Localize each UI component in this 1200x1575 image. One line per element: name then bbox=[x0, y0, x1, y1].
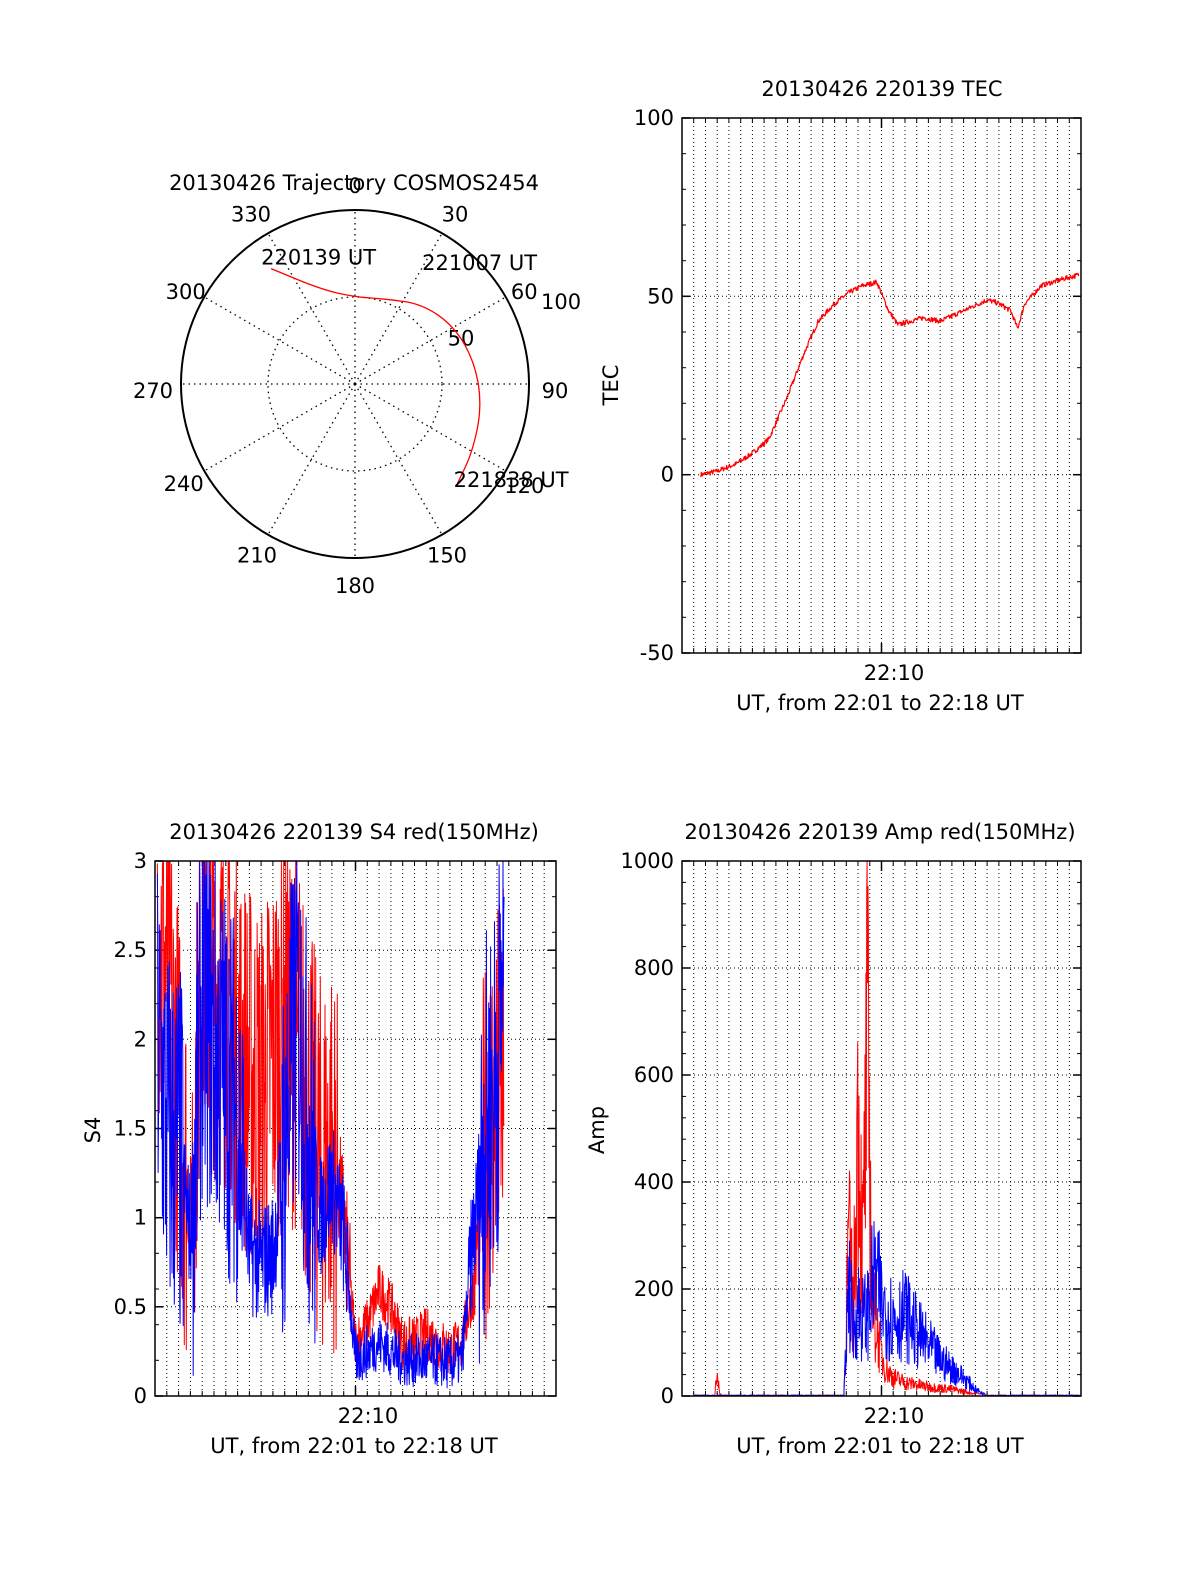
y-tick-label: 800 bbox=[634, 956, 674, 980]
polar-angle-label: 330 bbox=[231, 203, 271, 227]
y-tick-label: 200 bbox=[634, 1277, 674, 1301]
trajectory-time-label: 221838 UT bbox=[454, 468, 569, 492]
tec-xtick-label: 22:10 bbox=[864, 661, 925, 685]
y-tick-label: 50 bbox=[647, 284, 674, 308]
plot-frame bbox=[154, 860, 557, 1397]
plot-frame bbox=[681, 860, 1082, 1397]
trajectory-track bbox=[270, 268, 481, 484]
polar-outer-circle bbox=[180, 209, 530, 559]
amp-xtick-label: 22:10 bbox=[864, 1404, 925, 1428]
y-tick-label: -50 bbox=[640, 641, 674, 665]
tec-panel: 20130426 220139 TEC TEC 22:10 UT, from 2… bbox=[599, 77, 1082, 715]
polar-angle-label: 150 bbox=[427, 543, 467, 567]
s4-ylabel: S4 bbox=[81, 1117, 105, 1144]
y-tick-label: 2.5 bbox=[114, 938, 147, 962]
polar-spoke bbox=[354, 383, 507, 472]
polar-spoke bbox=[203, 296, 356, 385]
polar-spoke bbox=[354, 383, 443, 536]
y-tick-label: 1000 bbox=[621, 849, 674, 873]
tec-ylabel: TEC bbox=[599, 365, 623, 407]
polar-angle-label: 60 bbox=[511, 280, 538, 304]
amp-xlabel: UT, from 22:01 to 22:18 UT bbox=[736, 1434, 1024, 1458]
y-tick-label: 1 bbox=[134, 1206, 147, 1230]
polar-angle-label: 270 bbox=[133, 379, 173, 403]
s4-xlabel: UT, from 22:01 to 22:18 UT bbox=[210, 1434, 498, 1458]
tec-xlabel: UT, from 22:01 to 22:18 UT bbox=[736, 691, 1024, 715]
polar-inner-circle bbox=[267, 296, 443, 472]
polar-angle-label: 0 bbox=[348, 174, 361, 198]
polar-radius-label: 100 bbox=[541, 290, 581, 314]
polar-angle-label: 180 bbox=[335, 574, 375, 598]
polar-angle-label: 300 bbox=[166, 280, 206, 304]
y-tick-label: 0 bbox=[661, 463, 674, 487]
y-tick-label: 600 bbox=[634, 1063, 674, 1087]
y-tick-label: 0 bbox=[134, 1384, 147, 1408]
series-line-red bbox=[693, 860, 1082, 1397]
y-tick-label: 0 bbox=[661, 1384, 674, 1408]
amp-title: 20130426 220139 Amp red(150MHz) bbox=[684, 820, 1075, 844]
polar-angle-label: 240 bbox=[164, 472, 204, 496]
amp-panel: 20130426 220139 Amp red(150MHz) Amp 22:1… bbox=[585, 820, 1082, 1458]
plot-frame bbox=[681, 117, 1082, 654]
y-tick-label: 2 bbox=[134, 1027, 147, 1051]
trajectory-time-label: 221007 UT bbox=[422, 251, 537, 275]
s4-panel: 20130426 220139 S4 red(150MHz) S4 22:10 … bbox=[81, 820, 557, 1458]
amp-ylabel: Amp bbox=[585, 1106, 609, 1154]
y-tick-label: 3 bbox=[134, 849, 147, 873]
y-tick-label: 1.5 bbox=[114, 1117, 147, 1141]
trajectory-panel: 20130426 Trajectory COSMOS2454 0 30 60 90 12… bbox=[133, 171, 581, 598]
polar-angle-label: 90 bbox=[542, 379, 569, 403]
y-tick-label: 100 bbox=[634, 106, 674, 130]
y-tick-label: 400 bbox=[634, 1170, 674, 1194]
trajectory-title: 20130426 Trajectory COSMOS2454 bbox=[169, 171, 539, 195]
s4-xtick-label: 22:10 bbox=[338, 1404, 399, 1428]
y-tick-label: 0.5 bbox=[114, 1295, 147, 1319]
tec-title: 20130426 220139 TEC bbox=[761, 77, 1002, 101]
polar-angle-label: 210 bbox=[237, 543, 277, 567]
polar-spoke bbox=[203, 383, 356, 472]
polar-angle-label: 30 bbox=[442, 203, 469, 227]
series-line-red bbox=[700, 272, 1080, 478]
s4-title: 20130426 220139 S4 red(150MHz) bbox=[169, 820, 539, 844]
polar-angle-label: 120 bbox=[504, 474, 544, 498]
trajectory-time-label: 220139 UT bbox=[261, 246, 376, 270]
